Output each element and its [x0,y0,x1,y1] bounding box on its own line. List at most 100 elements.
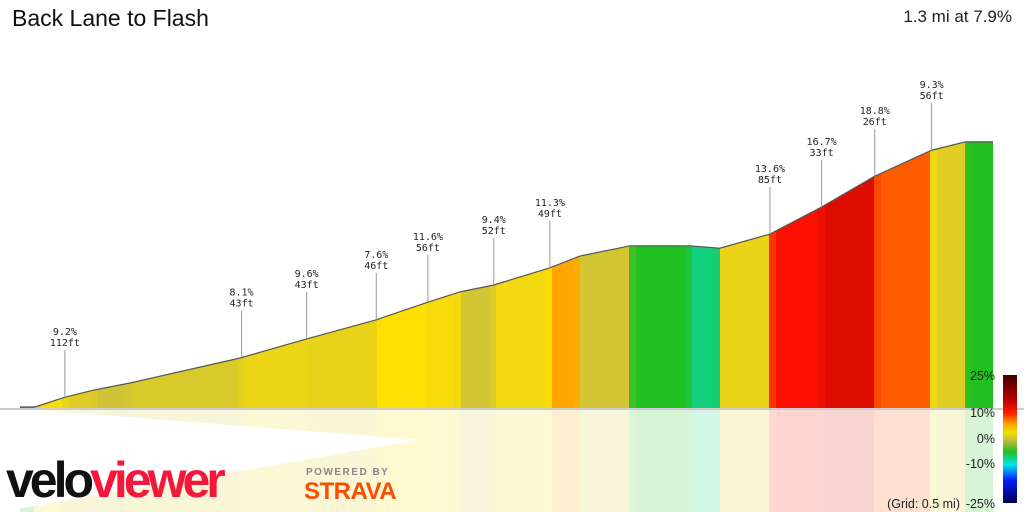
grade-marker: 11.3%49ft [535,198,565,268]
veloviewer-logo[interactable]: veloviewer [6,452,226,508]
reflection-strip [356,410,363,512]
reflection-strip [440,410,447,512]
reflection-strip [881,410,888,512]
reflection-strip [468,410,475,512]
grade-strip [286,342,293,408]
grade-strip [265,348,272,408]
grade-strip [636,245,643,408]
grade-strip [671,245,678,408]
marker-grade: 16.7% [807,137,837,148]
grade-strip [692,245,699,408]
grade-strip [979,141,986,408]
reflection-strip [902,410,909,512]
marker-gain: 85ft [758,175,782,186]
grade-strip [937,147,944,408]
grade-strip [97,388,104,408]
grade-strip [727,244,734,408]
grade-strip [279,344,286,408]
grade-strip [832,196,839,408]
reflection-strip [706,410,713,512]
grade-strip [510,277,517,408]
grade-marker: 9.3%56ft [920,80,944,151]
grade-strip [83,391,90,408]
grade-strip [573,256,580,408]
grade-strip [650,245,657,408]
reflection-strip [524,410,531,512]
reflection-strip [860,410,867,512]
reflection-strip [496,410,503,512]
grade-strip [405,307,412,408]
legend-tick: -25% [966,497,995,511]
reflection-strip [321,410,328,512]
reflection-strip [657,410,664,512]
reflection-strip [923,410,930,512]
grade-strip [713,247,720,408]
reflection-strip [314,410,321,512]
reflection-strip [307,410,314,512]
grade-strip [41,402,48,408]
grade-strip [118,383,125,408]
reflection-strip [944,410,951,512]
grade-strip [104,386,111,408]
grade-strip [251,352,258,408]
segment-title: Back Lane to Flash [12,5,209,31]
grade-marker: 7.6%46ft [364,250,388,320]
grade-strip [433,298,440,408]
reflection-strip [510,410,517,512]
marker-gain: 46ft [364,261,388,272]
grade-strip [664,245,671,408]
grade-strip [482,285,489,408]
marker-gain: 49ft [538,209,562,220]
grade-strip [818,205,825,408]
logo-viewer: viewer [90,452,226,508]
reflection-strip [832,410,839,512]
reflection-strip [895,410,902,512]
strava-logo[interactable]: STRAVA [304,478,397,505]
grade-strip [377,317,384,408]
reflection-strip [727,410,734,512]
grade-marker: 11.6%56ft [413,232,443,303]
grade-marker: 9.2%112ft [50,327,80,398]
reflection-strip [888,410,895,512]
reflection-strip [713,410,720,512]
reflection-strip [419,410,426,512]
profile-reflection [0,410,993,512]
reflection-strip [930,410,937,512]
reflection-strip [545,410,552,512]
grade-strip [972,141,979,408]
grade-strip [132,380,139,408]
grade-strip [356,323,363,408]
reflection-strip [531,410,538,512]
grade-strip [538,269,545,408]
grade-colorbar [1003,375,1017,503]
grade-marker: 13.6%85ft [755,164,785,235]
grade-strip [398,309,405,408]
grade-strip [804,212,811,408]
grade-strip [594,251,601,408]
grade-strip [209,363,216,408]
grid-note: (Grid: 0.5 mi) [887,497,960,511]
reflection-strip [839,410,846,512]
reflection-strip [797,410,804,512]
grade-strip [412,305,419,408]
grade-strip [139,379,146,408]
profile-strips [20,141,993,409]
grade-strip [706,247,713,408]
reflection-strip [587,410,594,512]
reflection-strip [503,410,510,512]
grade-strip [797,216,804,408]
reflection-strip [608,410,615,512]
legend-tick: 0% [977,432,995,446]
reflection-strip [986,410,993,512]
reflection-strip [377,410,384,512]
reflection-strip [748,410,755,512]
marker-grade: 9.3% [920,80,944,91]
grade-strip [524,273,531,408]
grade-strip [601,250,608,408]
grade-strip [958,141,965,409]
reflection-strip [769,410,776,512]
grade-strip [447,293,454,408]
grade-strip [489,284,496,408]
reflection-strip [566,410,573,512]
